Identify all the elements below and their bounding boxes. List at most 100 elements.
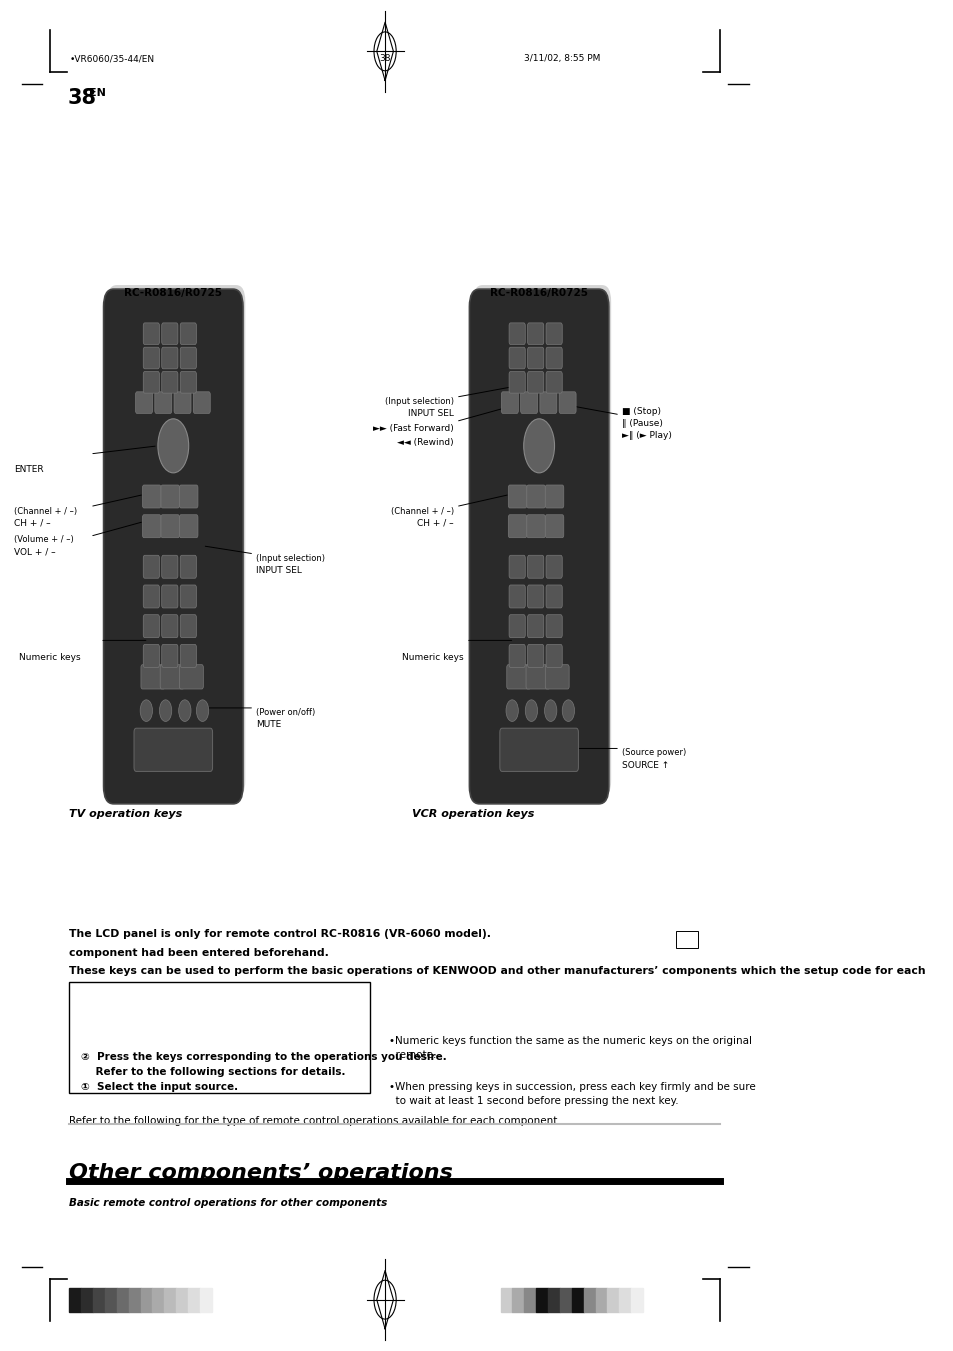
FancyBboxPatch shape (545, 372, 561, 393)
Bar (607, 1288, 618, 1312)
Bar (129, 1288, 140, 1312)
FancyBboxPatch shape (180, 615, 196, 638)
FancyBboxPatch shape (180, 585, 196, 608)
Circle shape (523, 419, 554, 473)
FancyBboxPatch shape (527, 555, 543, 578)
FancyBboxPatch shape (508, 485, 526, 508)
Circle shape (140, 700, 152, 721)
Bar (595, 1288, 607, 1312)
Text: Other components’ operations: Other components’ operations (70, 1163, 453, 1183)
FancyBboxPatch shape (160, 665, 184, 689)
FancyBboxPatch shape (179, 665, 203, 689)
Text: INPUT SEL: INPUT SEL (256, 566, 302, 576)
FancyBboxPatch shape (143, 347, 159, 369)
Bar (631, 1288, 642, 1312)
FancyBboxPatch shape (143, 372, 159, 393)
FancyBboxPatch shape (162, 347, 177, 369)
FancyBboxPatch shape (180, 372, 196, 393)
FancyBboxPatch shape (162, 615, 177, 638)
Text: (Channel + / –): (Channel + / –) (390, 507, 454, 516)
FancyBboxPatch shape (545, 665, 569, 689)
Text: CH + / –: CH + / – (14, 519, 51, 528)
Circle shape (561, 700, 574, 721)
FancyBboxPatch shape (173, 392, 191, 413)
Text: MUTE: MUTE (256, 720, 281, 730)
FancyBboxPatch shape (142, 515, 161, 538)
Bar (559, 1288, 571, 1312)
Bar (176, 1288, 188, 1312)
Text: TV operation keys: TV operation keys (70, 809, 182, 819)
FancyBboxPatch shape (558, 392, 576, 413)
FancyBboxPatch shape (143, 585, 159, 608)
Text: •Numeric keys function the same as the numeric keys on the original
  remote.: •Numeric keys function the same as the n… (389, 1036, 751, 1061)
FancyBboxPatch shape (526, 485, 545, 508)
FancyBboxPatch shape (545, 347, 561, 369)
FancyBboxPatch shape (545, 515, 563, 538)
FancyBboxPatch shape (141, 665, 165, 689)
FancyBboxPatch shape (545, 585, 561, 608)
Text: ⁠(Power on/off): ⁠(Power on/off) (256, 708, 315, 717)
Text: •VR6060/35-44/EN: •VR6060/35-44/EN (70, 54, 154, 63)
Bar (200, 1288, 212, 1312)
Text: ■ (Stop): ■ (Stop) (621, 407, 660, 416)
FancyBboxPatch shape (161, 515, 179, 538)
FancyBboxPatch shape (527, 615, 543, 638)
Bar (93, 1288, 105, 1312)
FancyBboxPatch shape (508, 515, 526, 538)
FancyBboxPatch shape (499, 728, 578, 771)
FancyBboxPatch shape (527, 644, 543, 667)
Text: ‖ (Pause): ‖ (Pause) (621, 419, 662, 428)
FancyBboxPatch shape (108, 285, 245, 797)
Bar (536, 1288, 548, 1312)
Text: (Input selection): (Input selection) (384, 397, 454, 407)
FancyBboxPatch shape (527, 372, 543, 393)
Bar (676, 931, 697, 948)
FancyBboxPatch shape (104, 289, 243, 804)
FancyBboxPatch shape (143, 555, 159, 578)
Text: (Source power): (Source power) (621, 748, 686, 758)
FancyBboxPatch shape (162, 555, 177, 578)
FancyBboxPatch shape (179, 515, 197, 538)
Text: ◄◄ (Rewind): ◄◄ (Rewind) (396, 438, 454, 447)
FancyBboxPatch shape (545, 615, 561, 638)
Bar (105, 1288, 116, 1312)
Text: (Channel + / –): (Channel + / –) (14, 507, 77, 516)
FancyBboxPatch shape (509, 585, 525, 608)
Bar (81, 1288, 93, 1312)
Bar (164, 1288, 176, 1312)
Circle shape (505, 700, 517, 721)
Bar (70, 1288, 81, 1312)
Text: SOURCE ↑: SOURCE ↑ (621, 761, 669, 770)
FancyBboxPatch shape (501, 392, 517, 413)
FancyBboxPatch shape (527, 585, 543, 608)
FancyBboxPatch shape (180, 323, 196, 345)
Text: ►‖ (► Play): ►‖ (► Play) (621, 431, 672, 440)
FancyBboxPatch shape (162, 585, 177, 608)
Bar (548, 1288, 559, 1312)
Text: Basic remote control operations for other components: Basic remote control operations for othe… (70, 1198, 387, 1208)
FancyBboxPatch shape (545, 555, 561, 578)
FancyBboxPatch shape (193, 392, 210, 413)
Text: ①  Select the input source.: ① Select the input source. (81, 1082, 237, 1092)
Bar (116, 1288, 129, 1312)
FancyBboxPatch shape (526, 515, 545, 538)
Text: These keys can be used to perform the basic operations of KENWOOD and other manu: These keys can be used to perform the ba… (70, 966, 925, 975)
FancyBboxPatch shape (135, 392, 152, 413)
Bar (618, 1288, 631, 1312)
Bar (140, 1288, 152, 1312)
Text: ENTER: ENTER (14, 465, 44, 474)
Bar (512, 1288, 524, 1312)
FancyBboxPatch shape (154, 392, 172, 413)
FancyBboxPatch shape (520, 392, 537, 413)
FancyBboxPatch shape (525, 665, 549, 689)
FancyBboxPatch shape (506, 665, 530, 689)
FancyBboxPatch shape (162, 372, 177, 393)
FancyBboxPatch shape (180, 347, 196, 369)
FancyBboxPatch shape (509, 555, 525, 578)
Text: component had been entered beforehand.: component had been entered beforehand. (70, 948, 329, 958)
FancyBboxPatch shape (509, 644, 525, 667)
FancyBboxPatch shape (473, 285, 611, 797)
Bar (500, 1288, 512, 1312)
Text: ②  Press the keys corresponding to the operations you desire.
    Refer to the f: ② Press the keys corresponding to the op… (81, 1052, 446, 1077)
Text: Numeric keys: Numeric keys (401, 653, 463, 662)
